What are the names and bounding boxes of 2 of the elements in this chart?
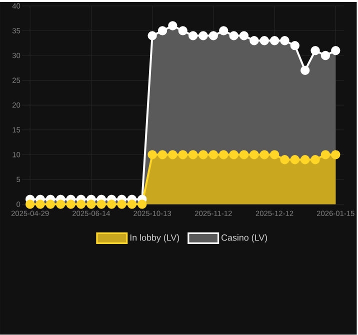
legend-label: Casino (LV) xyxy=(222,234,268,243)
legend-label: In lobby (LV) xyxy=(130,234,180,243)
